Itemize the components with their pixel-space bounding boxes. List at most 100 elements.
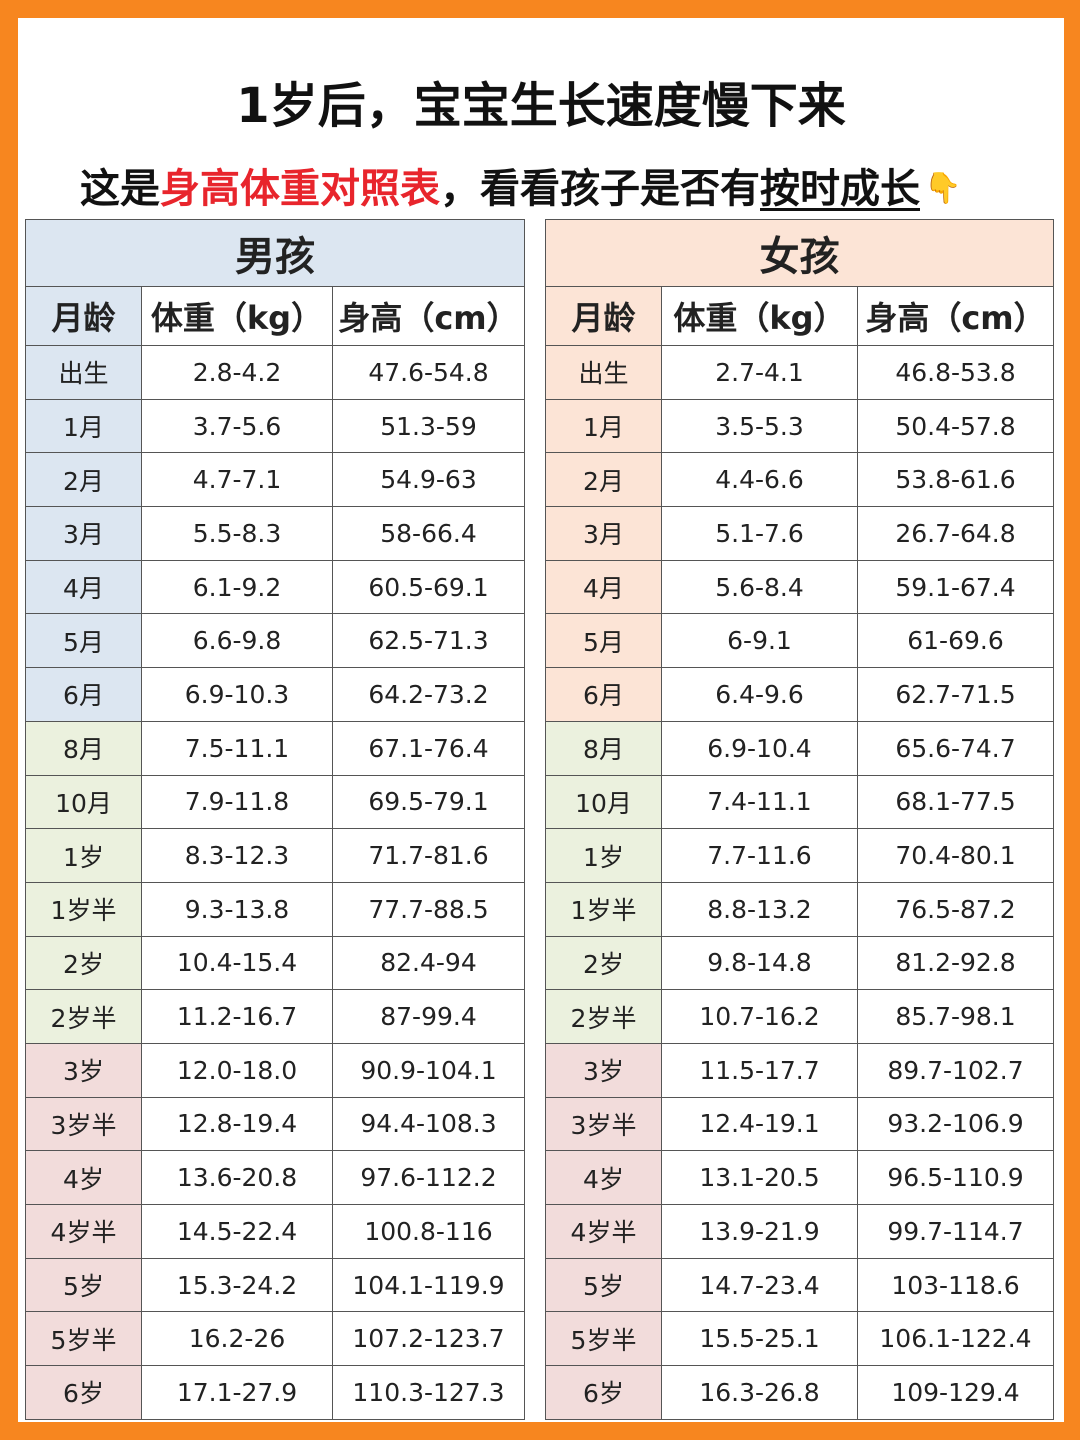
table-row: 5岁 15.3-24.2 104.1-119.9 xyxy=(25,1257,525,1313)
table-row: 6岁 17.1-27.9 110.3-127.3 xyxy=(25,1365,525,1420)
age-cell: 5岁半 xyxy=(545,1311,662,1367)
subtitle-underlined: 按时成长 xyxy=(760,166,920,212)
table-row: 2岁半 10.7-16.2 85.7-98.1 xyxy=(545,989,1054,1044)
age-cell: 10月 xyxy=(25,774,142,830)
age-cell: 5岁 xyxy=(25,1257,142,1313)
weight-cell: 6-9.1 xyxy=(661,613,858,669)
table-row: 1岁 7.7-11.6 70.4-80.1 xyxy=(545,828,1054,883)
age-cell: 4岁 xyxy=(545,1150,662,1205)
weight-cell: 14.7-23.4 xyxy=(661,1257,858,1313)
weight-cell: 16.3-26.8 xyxy=(661,1365,858,1420)
weight-cell: 10.4-15.4 xyxy=(141,935,333,991)
age-cell: 2岁半 xyxy=(25,989,142,1044)
height-cell: 62.7-71.5 xyxy=(857,667,1054,722)
age-cell: 8月 xyxy=(25,720,142,776)
weight-cell: 9.8-14.8 xyxy=(661,935,858,991)
age-cell: 3岁半 xyxy=(545,1096,662,1152)
age-cell: 6月 xyxy=(545,667,662,722)
table-row: 8月 6.9-10.4 65.6-74.7 xyxy=(545,720,1054,776)
table-row: 3岁半 12.8-19.4 94.4-108.3 xyxy=(25,1096,525,1152)
height-cell: 61-69.6 xyxy=(857,613,1054,669)
height-cell: 53.8-61.6 xyxy=(857,452,1054,508)
subtitle-highlight: 身高体重对照表 xyxy=(160,166,440,212)
age-cell: 出生 xyxy=(25,345,142,400)
table-row: 1岁半 8.8-13.2 76.5-87.2 xyxy=(545,881,1054,937)
weight-cell: 3.5-5.3 xyxy=(661,398,858,454)
height-cell: 71.7-81.6 xyxy=(332,828,525,883)
weight-cell: 7.5-11.1 xyxy=(141,720,333,776)
table-row: 5月 6.6-9.8 62.5-71.3 xyxy=(25,613,525,669)
weight-cell: 5.5-8.3 xyxy=(141,506,333,561)
age-cell: 3岁 xyxy=(545,1042,662,1098)
age-cell: 3月 xyxy=(25,506,142,561)
table-row: 1月 3.7-5.6 51.3-59 xyxy=(25,398,525,454)
table-row: 6岁 16.3-26.8 109-129.4 xyxy=(545,1365,1054,1420)
table-row: 4月 6.1-9.2 60.5-69.1 xyxy=(25,559,525,615)
weight-cell: 15.5-25.1 xyxy=(661,1311,858,1367)
boy-table-title: 男孩 xyxy=(25,219,525,287)
age-cell: 1月 xyxy=(545,398,662,454)
age-cell: 4岁 xyxy=(25,1150,142,1205)
table-row: 4岁半 14.5-22.4 100.8-116 xyxy=(25,1204,525,1259)
age-cell: 2岁 xyxy=(545,935,662,991)
height-cell: 51.3-59 xyxy=(332,398,525,454)
age-cell: 4岁半 xyxy=(25,1204,142,1259)
age-cell: 3岁 xyxy=(25,1042,142,1098)
height-cell: 99.7-114.7 xyxy=(857,1204,1054,1259)
weight-cell: 6.9-10.4 xyxy=(661,720,858,776)
table-row: 3月 5.1-7.6 26.7-64.8 xyxy=(545,506,1054,561)
table-row: 4岁 13.6-20.8 97.6-112.2 xyxy=(25,1150,525,1205)
table-row: 2月 4.7-7.1 54.9-63 xyxy=(25,452,525,508)
table-row: 3岁半 12.4-19.1 93.2-106.9 xyxy=(545,1096,1054,1152)
height-cell: 104.1-119.9 xyxy=(332,1257,525,1313)
weight-cell: 15.3-24.2 xyxy=(141,1257,333,1313)
height-cell: 100.8-116 xyxy=(332,1204,525,1259)
table-row: 10月 7.4-11.1 68.1-77.5 xyxy=(545,774,1054,830)
age-cell: 6岁 xyxy=(545,1365,662,1420)
boy-table-body: 出生 2.8-4.2 47.6-54.8 1月 3.7-5.6 51.3-59 2月 4.7-… xyxy=(25,345,525,1420)
table-row: 2岁 10.4-15.4 82.4-94 xyxy=(25,935,525,991)
weight-cell: 8.8-13.2 xyxy=(661,881,858,937)
height-cell: 65.6-74.7 xyxy=(857,720,1054,776)
table-row: 2岁 9.8-14.8 81.2-92.8 xyxy=(545,935,1054,991)
table-row: 4月 5.6-8.4 59.1-67.4 xyxy=(545,559,1054,615)
weight-cell: 13.1-20.5 xyxy=(661,1150,858,1205)
height-cell: 87-99.4 xyxy=(332,989,525,1044)
table-row: 2岁半 11.2-16.7 87-99.4 xyxy=(25,989,525,1044)
age-cell: 4月 xyxy=(545,559,662,615)
table-row: 5岁 14.7-23.4 103-118.6 xyxy=(545,1257,1054,1313)
table-row: 5岁半 15.5-25.1 106.1-122.4 xyxy=(545,1311,1054,1367)
height-cell: 59.1-67.4 xyxy=(857,559,1054,615)
weight-cell: 7.9-11.8 xyxy=(141,774,333,830)
weight-cell: 7.4-11.1 xyxy=(661,774,858,830)
table-row: 6月 6.4-9.6 62.7-71.5 xyxy=(545,667,1054,722)
subtitle-part1: 这是 xyxy=(80,166,160,212)
height-cell: 89.7-102.7 xyxy=(857,1042,1054,1098)
table-row: 1岁半 9.3-13.8 77.7-88.5 xyxy=(25,881,525,937)
height-cell: 110.3-127.3 xyxy=(332,1365,525,1420)
age-cell: 2岁半 xyxy=(545,989,662,1044)
weight-cell: 9.3-13.8 xyxy=(141,881,333,937)
height-cell: 93.2-106.9 xyxy=(857,1096,1054,1152)
height-cell: 62.5-71.3 xyxy=(332,613,525,669)
weight-cell: 4.7-7.1 xyxy=(141,452,333,508)
weight-cell: 4.4-6.6 xyxy=(661,452,858,508)
age-cell: 2月 xyxy=(25,452,142,508)
weight-cell: 10.7-16.2 xyxy=(661,989,858,1044)
height-cell: 107.2-123.7 xyxy=(332,1311,525,1367)
age-cell: 1岁 xyxy=(545,828,662,883)
weight-cell: 12.8-19.4 xyxy=(141,1096,333,1152)
girl-col-height: 身高（cm） xyxy=(857,286,1054,346)
age-cell: 1岁半 xyxy=(545,881,662,937)
boy-col-height: 身高（cm） xyxy=(332,286,525,346)
subtitle-part2: ，看看孩子是否有 xyxy=(440,166,760,212)
age-cell: 3岁半 xyxy=(25,1096,142,1152)
height-cell: 96.5-110.9 xyxy=(857,1150,1054,1205)
height-cell: 26.7-64.8 xyxy=(857,506,1054,561)
height-cell: 103-118.6 xyxy=(857,1257,1054,1313)
boy-growth-table: 男孩 月龄 体重（kg） 身高（cm） 出生 2.8-4.2 47.6-54.8 1月… xyxy=(25,219,525,1420)
table-row: 1岁 8.3-12.3 71.7-81.6 xyxy=(25,828,525,883)
height-cell: 106.1-122.4 xyxy=(857,1311,1054,1367)
table-row: 5岁半 16.2-26 107.2-123.7 xyxy=(25,1311,525,1367)
weight-cell: 6.9-10.3 xyxy=(141,667,333,722)
